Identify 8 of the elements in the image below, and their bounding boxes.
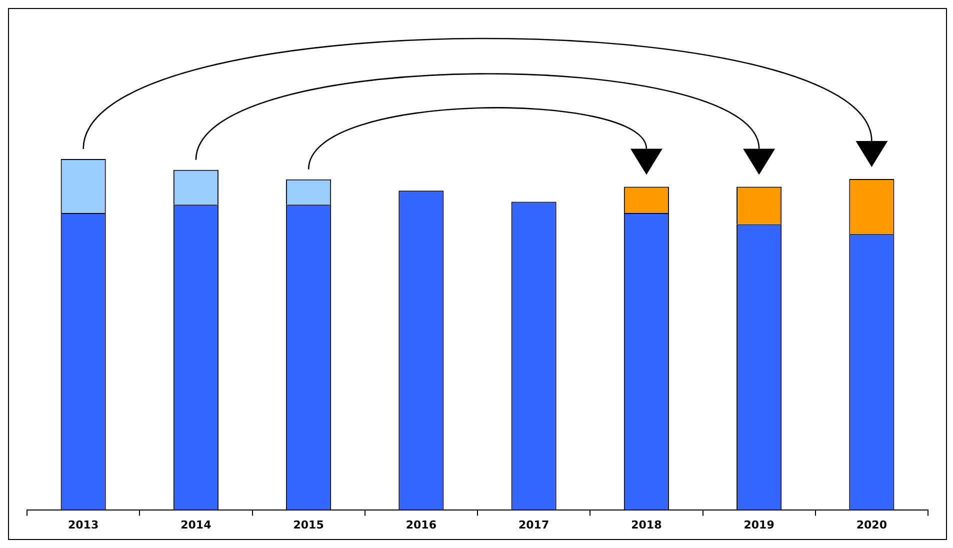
x-tick-label: 2013 xyxy=(68,518,99,532)
x-tick-label: 2017 xyxy=(518,518,550,532)
x-tick-label: 2018 xyxy=(631,518,662,532)
x-tick-label: 2014 xyxy=(180,518,212,532)
x-tick-label: 2020 xyxy=(856,518,888,532)
x-tick-label: 2016 xyxy=(406,518,437,532)
x-tick-label: 2015 xyxy=(293,518,324,532)
x-tick-label: 2019 xyxy=(744,518,774,532)
